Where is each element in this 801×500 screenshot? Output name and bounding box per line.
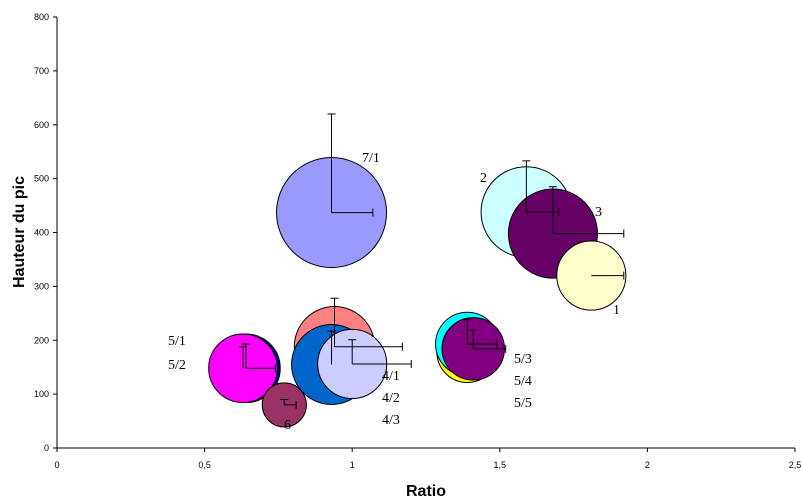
point-label: 2 xyxy=(480,171,487,186)
y-tick-label: 600 xyxy=(34,120,49,130)
point-label: 1 xyxy=(613,303,620,318)
x-tick-label: 1 xyxy=(350,460,355,470)
x-tick-label: 2 xyxy=(645,460,650,470)
point-label: 3 xyxy=(595,205,602,220)
y-tick-label: 400 xyxy=(34,228,49,238)
y-tick-label: 700 xyxy=(34,66,49,76)
point-labels: 7/1 2 3 1 4/1 4/2 4/3 5/1 5/2 6 5/3 5/4 5/5 xyxy=(168,151,620,433)
point-label: 7/1 xyxy=(362,151,380,166)
x-tick-label: 2,5 xyxy=(789,460,801,470)
point-label: 5/3 xyxy=(514,352,532,367)
point-label: 5/1 xyxy=(168,334,186,349)
y-tick-label: 0 xyxy=(44,443,49,453)
point-label: 4/3 xyxy=(382,413,400,428)
point-label: 4/2 xyxy=(382,391,400,406)
point-label: 4/1 xyxy=(382,369,400,384)
y-tick-label: 800 xyxy=(34,12,49,22)
point-label: 5/2 xyxy=(168,358,186,373)
y-tick-label: 200 xyxy=(34,335,49,345)
axes xyxy=(56,17,795,449)
x-tick-label: 0,5 xyxy=(198,460,211,470)
point-label: 6 xyxy=(284,418,291,433)
y-tick-label: 300 xyxy=(34,281,49,291)
y-ticks: 0 100 200 300 400 500 600 700 800 xyxy=(34,12,57,453)
x-ticks: 0 0,5 1 1,5 2 2,5 xyxy=(54,448,801,470)
y-axis-title: Hauteur du pic xyxy=(11,176,28,288)
y-tick-label: 500 xyxy=(34,174,49,184)
point-label: 5/5 xyxy=(514,396,532,411)
bubbles xyxy=(208,157,627,428)
x-tick-label: 0 xyxy=(54,460,59,470)
y-tick-label: 100 xyxy=(34,389,49,399)
x-axis-title: Ratio xyxy=(406,483,446,500)
error-bars xyxy=(238,113,625,409)
point-label: 5/4 xyxy=(514,374,532,389)
x-tick-label: 1,5 xyxy=(494,460,507,470)
